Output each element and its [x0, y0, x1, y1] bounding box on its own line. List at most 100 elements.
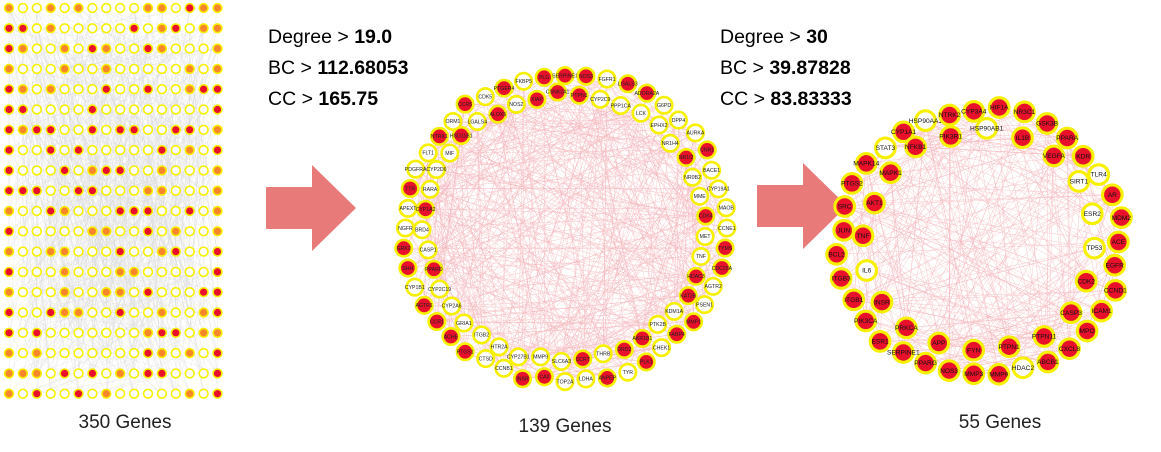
gene-node: ICAM1: [1090, 299, 1113, 323]
gene-node: INSR: [870, 290, 894, 314]
gene-node: AKR1B1: [632, 328, 652, 348]
gene-node: PTK2B: [648, 314, 668, 334]
gene-node: [156, 144, 168, 156]
gene-label: MMP9: [533, 355, 548, 361]
gene-label: NTRK1: [431, 134, 448, 140]
gene-node: CYP2C19: [428, 279, 451, 299]
gene-node: CAII: [534, 367, 554, 387]
gene-node: [101, 124, 112, 136]
gene-node: [184, 327, 195, 338]
gene-node: [45, 43, 56, 54]
gene-node: [59, 388, 70, 399]
gene-node: BACE1: [702, 160, 722, 180]
gene-node: CYP1B1: [405, 277, 425, 297]
gene-node: [212, 124, 223, 136]
gene-node: [3, 347, 15, 359]
gene-node: ABCB1: [1036, 350, 1060, 374]
gene-node: [170, 165, 182, 176]
gene-node: [170, 368, 182, 379]
gene-label: ACE: [1112, 239, 1126, 246]
gene-node: [87, 327, 98, 338]
gene-node: [128, 144, 140, 156]
gene-label: SRC: [838, 204, 852, 211]
gene-node: [198, 327, 209, 338]
gene-node: [45, 205, 56, 217]
gene-label: AKR1B1: [632, 336, 652, 342]
gene-node: [156, 266, 168, 278]
gene-label: PPARD: [425, 267, 443, 273]
gene-node: NR0B2: [682, 167, 702, 187]
gene-node: CYP2C9: [590, 89, 610, 109]
gene-node: CSNK2A1: [546, 82, 570, 102]
gene-node: [73, 226, 84, 237]
gene-node: [3, 165, 15, 176]
gene-node: [87, 307, 98, 318]
gene-node: [17, 205, 29, 217]
gene-label: CCND1: [1104, 287, 1127, 294]
gene-label: LCK: [636, 111, 647, 117]
gene-node: LGALS3: [618, 74, 638, 94]
gene-label: NTRK2: [939, 112, 961, 119]
gene-label: MMP1: [686, 320, 701, 326]
gene-node: MME: [690, 186, 710, 206]
gene-node: [101, 63, 112, 75]
gene-node: [184, 347, 195, 359]
gene-node: [59, 2, 70, 14]
gene-node: [101, 226, 112, 237]
gene-node: MDM2: [1109, 206, 1133, 229]
gene-label: AURKA: [686, 131, 704, 137]
gene-label: PRKCA: [895, 325, 918, 332]
gene-node: MMP3: [962, 362, 986, 386]
gene-node: [114, 165, 126, 176]
gene-node: CYP3A4: [961, 99, 987, 123]
gene-node: [59, 83, 70, 95]
gene-label: HDAC3: [687, 274, 705, 280]
gene-node: TOP2A: [555, 372, 575, 392]
gene-node: [101, 266, 112, 278]
gene-node: BRD4: [412, 220, 432, 240]
gene-node: [31, 104, 42, 115]
gene-node: [212, 144, 223, 156]
gene-node: [17, 83, 29, 95]
gene-label: HIF1A: [990, 105, 1009, 112]
gene-node: [142, 83, 154, 95]
gene-node: [73, 63, 84, 75]
gene-label: IL1B: [1016, 135, 1030, 142]
gene-label: NR3C1: [1014, 109, 1036, 116]
caption-55-genes: 55 Genes: [958, 412, 1042, 433]
gene-node: [17, 368, 29, 379]
gene-node: [101, 368, 112, 379]
gene-node: [101, 307, 112, 318]
gene-node: TP53: [1083, 236, 1106, 260]
gene-node: CYP2D6: [426, 159, 447, 179]
gene-label: PTPN11: [1032, 334, 1057, 341]
gene-node: PRKCA: [894, 316, 918, 340]
gene-label: NR0B2: [684, 175, 701, 181]
gene-node: [184, 83, 195, 95]
gene-node: [128, 287, 140, 298]
gene-node: XIAP: [527, 89, 547, 109]
gene-node: [184, 23, 195, 34]
gene-node: [3, 205, 15, 217]
gene-node: [142, 246, 154, 257]
gene-label: CYP1B1: [405, 285, 425, 291]
gene-node: [156, 327, 168, 338]
gene-node: EPHX2: [649, 115, 669, 135]
gene-node: [101, 205, 112, 217]
gene-node: NOS3: [576, 66, 596, 86]
gene-node: [45, 246, 56, 257]
gene-node: [170, 23, 182, 34]
gene-label: CCNE1: [718, 226, 736, 232]
gene-node: [212, 43, 223, 54]
gene-node: CDK2: [1074, 269, 1098, 293]
gene-label: NOS3: [940, 368, 958, 375]
gene-node: [128, 165, 140, 176]
gene-node: MIF: [440, 143, 460, 163]
gene-node: [17, 144, 29, 156]
gene-label: G6PD: [657, 103, 671, 109]
gene-label: BACE1: [703, 168, 720, 174]
gene-node: [45, 368, 56, 379]
gene-label: ESR1: [871, 339, 889, 346]
degree-threshold-2: Degree > 30: [720, 26, 828, 48]
